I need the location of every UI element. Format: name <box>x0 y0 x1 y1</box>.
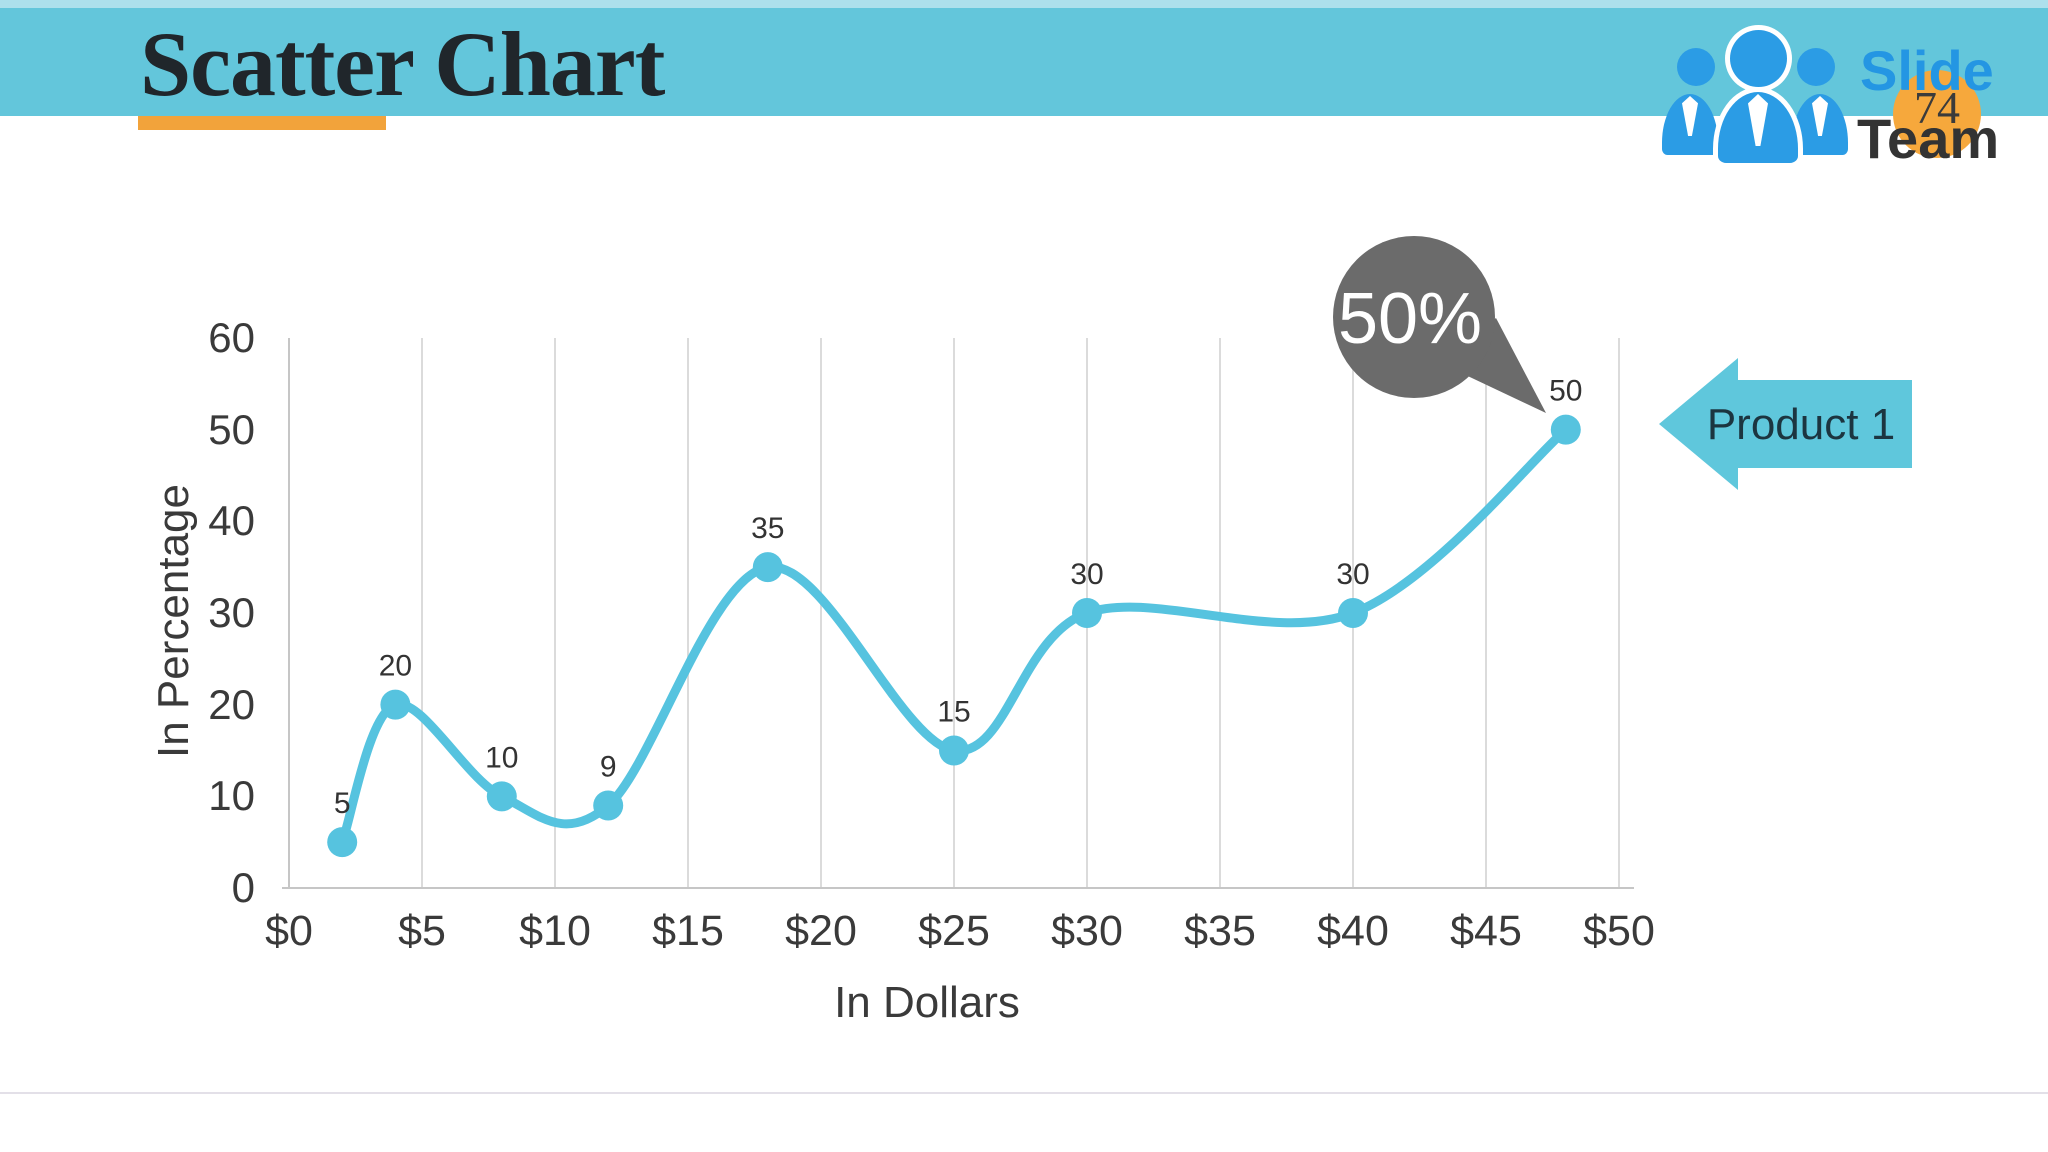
data-point <box>327 827 358 858</box>
x-tick-35: $35 <box>1184 907 1256 955</box>
data-point-label: 30 <box>1336 558 1369 591</box>
data-point-label: 5 <box>334 787 351 820</box>
product-arrow-label: Product 1 <box>1707 400 1895 449</box>
data-point <box>1338 598 1368 628</box>
page-title: Scatter Chart <box>140 13 665 115</box>
x-tick-25: $25 <box>918 907 990 955</box>
callout-bubble <box>1333 236 1495 398</box>
data-point <box>593 790 624 821</box>
x-axis-title: In Dollars <box>834 978 1020 1027</box>
data-point <box>752 552 783 583</box>
title-underline <box>138 116 386 130</box>
x-tick-10: $10 <box>519 907 591 955</box>
y-tick-20: 20 <box>208 680 255 728</box>
logo-brand-slide: Slide <box>1860 39 1994 102</box>
logo-brand-team: Team <box>1857 107 2000 170</box>
x-tick-45: $45 <box>1450 907 1522 955</box>
y-axis-title: In Percentage <box>149 484 198 758</box>
x-tick-0: $0 <box>265 907 313 955</box>
x-tick-40: $40 <box>1317 907 1389 955</box>
data-point <box>939 735 969 766</box>
data-point-label: 9 <box>600 751 617 784</box>
footer-divider <box>0 1092 2048 1094</box>
page-number-badge: 74 <box>1893 70 1981 158</box>
data-point-label: 10 <box>485 741 518 774</box>
data-point <box>1072 598 1102 628</box>
top-accent-strip <box>0 0 2048 8</box>
y-tick-0: 0 <box>231 864 255 911</box>
data-point <box>1550 414 1581 445</box>
callout-text: 50% <box>1338 279 1482 359</box>
data-point <box>486 781 517 812</box>
data-point-label: 30 <box>1070 558 1103 591</box>
x-tick-15: $15 <box>652 907 724 955</box>
data-point-label: 15 <box>937 696 970 729</box>
data-point-label: 50 <box>1549 375 1582 408</box>
y-tick-60: 60 <box>208 314 255 361</box>
data-point-label: 20 <box>379 650 412 683</box>
x-tick-20: $20 <box>785 907 857 955</box>
y-tick-30: 30 <box>208 589 255 636</box>
series-line <box>337 425 1571 847</box>
product-arrow <box>1659 358 1912 490</box>
x-tick-5: $5 <box>398 907 446 955</box>
data-point-label: 35 <box>751 512 784 545</box>
x-tick-50: $50 <box>1583 907 1655 955</box>
slideteam-logo: 74 Slide Team <box>1655 24 2048 174</box>
y-tick-40: 40 <box>208 497 255 545</box>
y-tick-50: 50 <box>208 405 255 453</box>
y-tick-10: 10 <box>208 772 255 820</box>
data-point <box>380 689 411 720</box>
x-tick-30: $30 <box>1051 907 1123 955</box>
